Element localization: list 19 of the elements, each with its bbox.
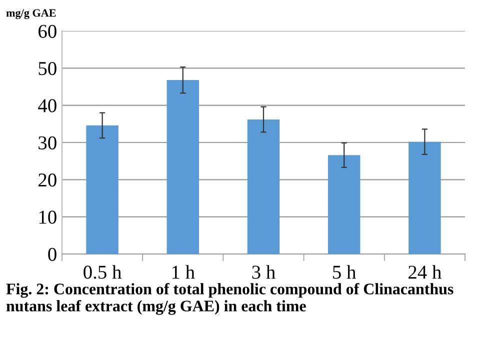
caption: Fig. 2: Concentration of total phenolic compound of Clinacanthus nutans leaf extract (mg/g GAE) in each time [6, 283, 454, 315]
y-axis-title: mg/g GAE [6, 9, 56, 20]
y-tick-label: 10 [39, 210, 56, 224]
y-tick-label: 30 [38, 136, 56, 150]
bar [328, 155, 360, 254]
y-tick-label: 40 [38, 99, 56, 112]
bar [86, 125, 118, 254]
y-tick-label: 60 [38, 24, 56, 38]
y-tick-label: 50 [38, 62, 56, 76]
bar [166, 80, 200, 254]
y-tick-label: 0 [48, 248, 56, 261]
x-tick-label: 24 h [408, 265, 442, 279]
bar [408, 142, 441, 254]
x-tick-label: 5 h [333, 265, 356, 279]
x-tick-label: 0.5 h [84, 265, 122, 279]
bar [247, 119, 280, 254]
x-tick-label: 3 h [252, 265, 276, 279]
x-tick-label: 1 h [172, 265, 195, 279]
y-tick-label: 20 [38, 173, 56, 187]
